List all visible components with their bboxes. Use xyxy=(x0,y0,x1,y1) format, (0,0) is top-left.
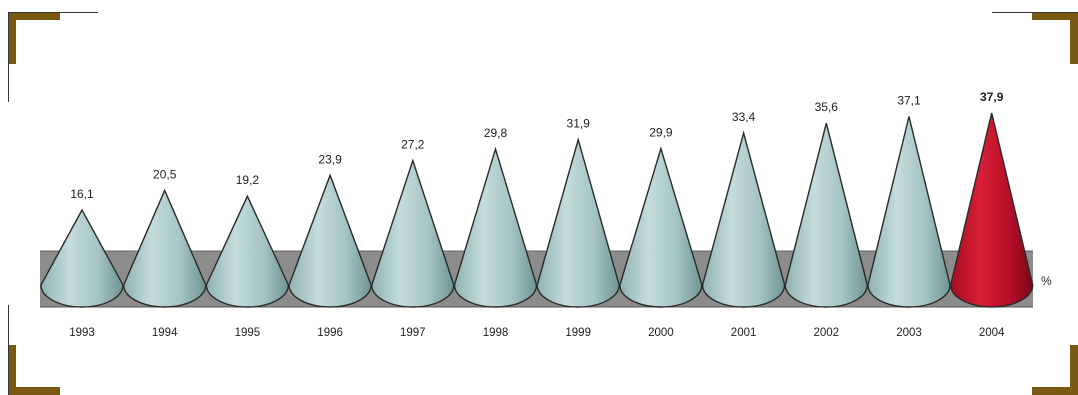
category-label: 1994 xyxy=(152,327,178,339)
cone-1997: 27,2 1997 xyxy=(372,138,454,339)
value-label: 20,5 xyxy=(153,167,177,181)
category-label: 1998 xyxy=(483,327,509,339)
unit-label: % xyxy=(1041,274,1052,288)
category-label: 2003 xyxy=(896,327,922,339)
cone-mark xyxy=(868,117,950,307)
value-label: 29,9 xyxy=(649,126,673,140)
category-label: 1999 xyxy=(565,327,591,339)
cone-mark xyxy=(951,113,1033,307)
value-label: 16,1 xyxy=(70,187,94,201)
cone-mark xyxy=(124,190,206,307)
category-label: 1995 xyxy=(235,327,261,339)
cone-mark xyxy=(455,149,537,307)
category-label: 1997 xyxy=(400,327,426,339)
cone-1996: 23,9 1996 xyxy=(289,152,371,339)
value-label: 31,9 xyxy=(567,117,591,131)
cone-mark xyxy=(289,175,371,307)
value-label: 29,8 xyxy=(484,126,508,140)
category-label: 2004 xyxy=(979,327,1005,339)
value-label: 37,1 xyxy=(897,94,921,108)
value-label: 33,4 xyxy=(732,110,756,124)
category-label: 2002 xyxy=(814,327,840,339)
category-label: 1993 xyxy=(69,327,95,339)
value-label: 27,2 xyxy=(401,138,425,152)
value-label: 23,9 xyxy=(318,152,342,166)
category-label: 2000 xyxy=(648,327,674,339)
cone-mark xyxy=(537,140,619,307)
category-label: 1996 xyxy=(317,327,343,339)
cone-mark xyxy=(620,149,702,307)
value-label: 37,9 xyxy=(980,90,1004,104)
value-label: 35,6 xyxy=(815,100,839,114)
cone-1993: 16,1 1993 xyxy=(41,187,123,339)
cone-mark xyxy=(372,161,454,307)
category-label: 2001 xyxy=(731,327,757,339)
cone-mark xyxy=(703,133,785,307)
value-label: 19,2 xyxy=(236,173,260,187)
cone-mark xyxy=(785,123,867,307)
